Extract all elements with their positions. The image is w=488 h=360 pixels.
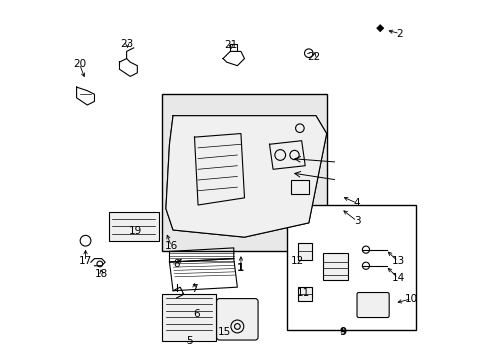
Text: 22: 22 [307,52,320,62]
Text: 4: 4 [353,198,360,208]
Text: 19: 19 [129,226,142,236]
Text: 17: 17 [79,256,92,266]
FancyBboxPatch shape [216,298,258,340]
Bar [290,180,308,194]
FancyBboxPatch shape [356,293,388,318]
Bar [162,294,216,341]
Text: 16: 16 [164,241,178,251]
Text: 21: 21 [224,40,237,50]
Text: 18: 18 [95,269,108,279]
Text: 1: 1 [237,262,244,273]
Text: 3: 3 [353,216,360,226]
Text: 20: 20 [73,59,86,69]
Text: 15: 15 [218,327,231,337]
Bar [287,205,415,330]
Text: 12: 12 [290,256,304,266]
Text: 14: 14 [391,273,404,283]
Text: 11: 11 [296,288,309,298]
Bar [108,212,159,241]
Text: 7: 7 [191,284,198,294]
Polygon shape [165,116,326,237]
Bar [298,243,312,260]
Bar [323,253,347,280]
Bar [162,94,326,251]
Text: 8: 8 [173,259,180,269]
Text: 2: 2 [396,28,403,39]
Text: 5: 5 [185,337,192,346]
Text: 10: 10 [404,294,417,303]
Bar [298,287,312,301]
Text: 13: 13 [391,256,404,266]
Text: 6: 6 [193,309,199,319]
Text: 9: 9 [339,327,346,337]
Text: 23: 23 [121,39,134,49]
Polygon shape [376,24,383,32]
